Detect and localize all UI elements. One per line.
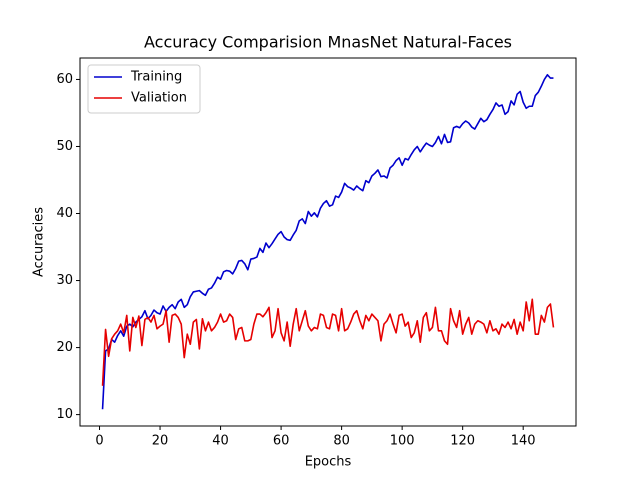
x-tick-label: 80 (333, 434, 350, 449)
x-axis-label: Epochs (305, 455, 352, 470)
y-tick-label: 60 (56, 72, 73, 87)
y-tick-label: 10 (56, 407, 73, 422)
line-series (101, 298, 555, 386)
plot-frame (79, 57, 577, 427)
x-tick-label: 100 (390, 434, 415, 449)
y-tick-label: 30 (56, 273, 73, 288)
legend-label: Training (130, 70, 182, 85)
chart-title: Accuracy Comparision MnasNet Natural-Fac… (144, 33, 512, 52)
x-tick-label: 120 (450, 434, 475, 449)
line-series (101, 73, 554, 410)
x-tick-label: 40 (212, 434, 229, 449)
x-tick-label: 20 (152, 434, 169, 449)
y-tick-label: 20 (56, 340, 73, 355)
x-tick-label: 60 (273, 434, 290, 449)
x-tick-label: 0 (95, 434, 103, 449)
y-tick-label: 50 (56, 139, 73, 154)
legend-label: Valiation (131, 91, 187, 106)
y-tick-label: 40 (56, 206, 73, 221)
x-tick-label: 140 (511, 434, 536, 449)
y-axis-label: Accuracies (32, 207, 47, 277)
